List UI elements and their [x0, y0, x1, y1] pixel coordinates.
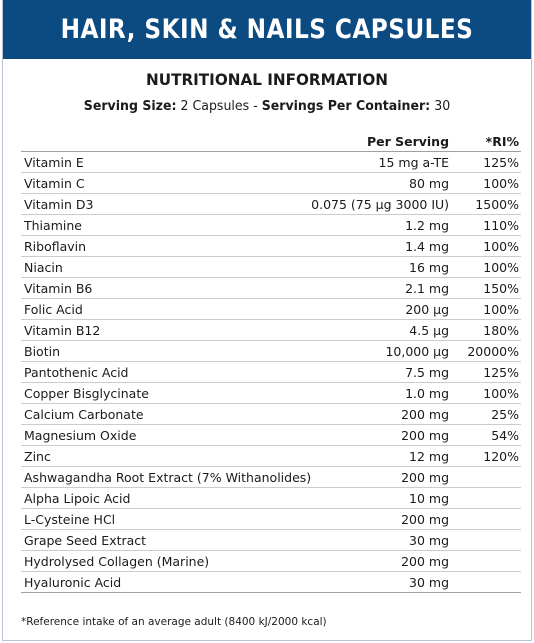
- nutrient-name: Riboflavin: [21, 235, 312, 257]
- ri-percent: 25%: [451, 403, 521, 425]
- per-serving-value: 30 mg: [311, 529, 452, 551]
- servings-per-container-label: Servings Per Container:: [261, 98, 431, 114]
- ri-percent: [451, 466, 521, 488]
- per-serving-value: 80 mg: [311, 172, 452, 194]
- per-serving-value: 1.4 mg: [311, 235, 452, 257]
- ri-percent: 100%: [451, 256, 521, 278]
- nutrient-name: Biotin: [21, 340, 312, 362]
- nutrient-name: Hyaluronic Acid: [21, 571, 312, 593]
- ri-percent: [451, 487, 521, 509]
- table-row: Ashwagandha Root Extract (7% Withanolide…: [21, 466, 521, 488]
- table-row: Alpha Lipoic Acid 10 mg: [21, 487, 521, 509]
- footnote: *Reference intake of an average adult (8…: [21, 616, 327, 628]
- nutrient-name: Pantothenic Acid: [21, 361, 312, 383]
- nutrient-name: Niacin: [21, 256, 312, 278]
- nutrient-name: Folic Acid: [21, 298, 312, 320]
- ri-percent: 180%: [451, 319, 521, 341]
- nutrient-name: Zinc: [21, 445, 312, 467]
- table-row: Riboflavin 1.4 mg 100%: [21, 235, 521, 257]
- table-row: Zinc 12 mg 120%: [21, 445, 521, 467]
- ri-percent: [451, 550, 521, 572]
- ri-percent: 54%: [451, 424, 521, 446]
- table-row: Hydrolysed Collagen (Marine) 200 mg: [21, 550, 521, 572]
- nutrient-name: Vitamin E: [21, 151, 312, 173]
- nutrient-name: L-Cysteine HCl: [21, 508, 312, 530]
- ri-percent: 100%: [451, 298, 521, 320]
- column-header-nutrient: [21, 131, 312, 152]
- per-serving-value: 1.0 mg: [311, 382, 452, 404]
- table-row: Copper Bisglycinate 1.0 mg 100%: [21, 382, 521, 404]
- nutrient-name: Vitamin B6: [21, 277, 312, 299]
- nutrient-name: Magnesium Oxide: [21, 424, 312, 446]
- serving-size-value: 2 Capsules -: [180, 98, 258, 114]
- per-serving-value: 200 mg: [311, 403, 452, 425]
- nutrition-table: Per Serving *RI% Vitamin E 15 mg a-TE 125%…: [21, 131, 521, 593]
- column-header-per-serving: Per Serving: [311, 131, 452, 152]
- per-serving-value: 200 µg: [311, 298, 452, 320]
- table-row: Hyaluronic Acid 30 mg: [21, 571, 521, 593]
- ri-percent: 20000%: [451, 340, 521, 362]
- nutrient-name: Vitamin C: [21, 172, 312, 194]
- table-row: Calcium Carbonate 200 mg 25%: [21, 403, 521, 425]
- serving-info: Serving Size: 2 Capsules - Servings Per …: [21, 96, 512, 116]
- table-row: Magnesium Oxide 200 mg 54%: [21, 424, 521, 446]
- table-row: Vitamin B6 2.1 mg 150%: [21, 277, 521, 299]
- nutrient-name: Copper Bisglycinate: [21, 382, 312, 404]
- table-row: Thiamine 1.2 mg 110%: [21, 214, 521, 236]
- table-row: Vitamin B12 4.5 µg 180%: [21, 319, 521, 341]
- ri-percent: 110%: [451, 214, 521, 236]
- per-serving-value: 30 mg: [311, 571, 452, 593]
- nutrient-name: Ashwagandha Root Extract (7% Withanolide…: [21, 466, 312, 488]
- per-serving-value: 200 mg: [311, 508, 452, 530]
- ri-percent: 100%: [451, 172, 521, 194]
- column-header-ri: *RI%: [451, 131, 521, 152]
- table-row: Vitamin D3 0.075 (75 µg 3000 IU) 1500%: [21, 193, 521, 215]
- nutrient-name: Hydrolysed Collagen (Marine): [21, 550, 312, 572]
- servings-per-container-value: 30: [434, 98, 451, 114]
- ri-percent: [451, 571, 521, 593]
- per-serving-value: 7.5 mg: [311, 361, 452, 383]
- per-serving-value: 200 mg: [311, 424, 452, 446]
- per-serving-value: 200 mg: [311, 466, 452, 488]
- ri-percent: 150%: [451, 277, 521, 299]
- per-serving-value: 10,000 µg: [311, 340, 452, 362]
- product-title: HAIR, SKIN & NAILS CAPSULES: [60, 14, 474, 45]
- nutrient-name: Alpha Lipoic Acid: [21, 487, 312, 509]
- serving-size-label: Serving Size:: [83, 98, 177, 114]
- nutrient-name: Vitamin D3: [21, 193, 312, 215]
- ri-percent: 120%: [451, 445, 521, 467]
- title-banner: HAIR, SKIN & NAILS CAPSULES: [3, 0, 531, 59]
- section-heading: NUTRITIONAL INFORMATION: [146, 70, 388, 89]
- nutrient-name: Calcium Carbonate: [21, 403, 312, 425]
- table-row: Pantothenic Acid 7.5 mg 125%: [21, 361, 521, 383]
- nutrient-name: Thiamine: [21, 214, 312, 236]
- ri-percent: 100%: [451, 382, 521, 404]
- table-header-row: Per Serving *RI%: [21, 131, 521, 152]
- table-row: Niacin 16 mg 100%: [21, 256, 521, 278]
- table-row: Grape Seed Extract 30 mg: [21, 529, 521, 551]
- table-row: Biotin 10,000 µg 20000%: [21, 340, 521, 362]
- ri-percent: 1500%: [451, 193, 521, 215]
- per-serving-value: 200 mg: [311, 550, 452, 572]
- nutrient-name: Grape Seed Extract: [21, 529, 312, 551]
- nutrient-name: Vitamin B12: [21, 319, 312, 341]
- table-row: Folic Acid 200 µg 100%: [21, 298, 521, 320]
- per-serving-value: 10 mg: [311, 487, 452, 509]
- ri-percent: 125%: [451, 151, 521, 173]
- table-row: Vitamin E 15 mg a-TE 125%: [21, 151, 521, 173]
- table-row: Vitamin C 80 mg 100%: [21, 172, 521, 194]
- per-serving-value: 12 mg: [311, 445, 452, 467]
- per-serving-value: 4.5 µg: [311, 319, 452, 341]
- ri-percent: 100%: [451, 235, 521, 257]
- per-serving-value: 16 mg: [311, 256, 452, 278]
- per-serving-value: 0.075 (75 µg 3000 IU): [311, 193, 452, 215]
- table-row: L-Cysteine HCl 200 mg: [21, 508, 521, 530]
- per-serving-value: 15 mg a-TE: [311, 151, 452, 173]
- ri-percent: 125%: [451, 361, 521, 383]
- per-serving-value: 2.1 mg: [311, 277, 452, 299]
- ri-percent: [451, 529, 521, 551]
- per-serving-value: 1.2 mg: [311, 214, 452, 236]
- ri-percent: [451, 508, 521, 530]
